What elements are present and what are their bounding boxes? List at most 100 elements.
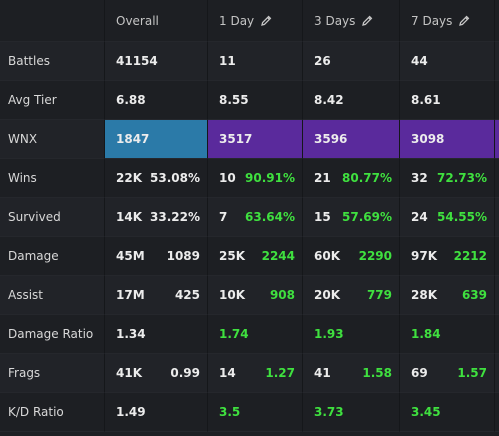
stat-value: 639 <box>461 288 487 302</box>
row-label: Avg Tier <box>8 93 57 107</box>
row-label-cell: K/D Ratio <box>0 393 105 432</box>
header-cell: 3 Days <box>303 0 400 42</box>
stat-cell: 7 63.64% <box>208 198 303 237</box>
row-label-cell: WNX <box>0 120 105 159</box>
stat-value: 21 <box>314 171 331 185</box>
stat-value: 41K <box>116 366 142 380</box>
stat-cell: 10 90.91% <box>208 159 303 198</box>
edit-icon[interactable] <box>452 14 470 28</box>
stat-value: 1.93 <box>314 327 344 341</box>
stat-value: 0.99 <box>170 366 200 380</box>
stat-cell: 17M 425 <box>105 276 208 315</box>
column-header: Overall <box>116 13 159 28</box>
edit-icon[interactable] <box>355 14 373 28</box>
stat-cell <box>495 393 499 432</box>
stat-value: 3.45 <box>411 405 441 419</box>
stat-cell: 3.73 <box>303 393 400 432</box>
stat-cell: 3517 <box>208 120 303 159</box>
header-cell <box>495 0 499 42</box>
stat-value: 2212 <box>453 249 487 263</box>
stat-value: 3517 <box>219 132 253 146</box>
stat-value: 24 <box>411 210 428 224</box>
stat-cell: 97K 2212 <box>400 237 495 276</box>
stat-cell: 28K 639 <box>400 276 495 315</box>
stat-value: 41154 <box>116 54 158 68</box>
stat-cell: 11 <box>208 42 303 81</box>
stat-value: 2244 <box>261 249 295 263</box>
stat-cell: 3.5 <box>208 393 303 432</box>
stat-value: 69 <box>411 366 428 380</box>
row-label: WNX <box>8 132 38 146</box>
row-label-cell: Battles <box>0 42 105 81</box>
stat-cell: 25K 2244 <box>208 237 303 276</box>
stat-value: 90.91% <box>245 171 295 185</box>
stat-value: 908 <box>269 288 295 302</box>
row-label-cell: Wins <box>0 159 105 198</box>
stat-cell <box>495 315 499 354</box>
stat-value: 33.22% <box>150 210 200 224</box>
row-label: K/D Ratio <box>8 405 64 419</box>
column-header: 7 Days <box>411 14 470 28</box>
stat-value: 1.84 <box>411 327 441 341</box>
stat-value: 80.77% <box>342 171 392 185</box>
stat-cell <box>495 159 499 198</box>
stat-value: 1.74 <box>219 327 249 341</box>
stat-value: 32 <box>411 171 428 185</box>
stat-value: 1.34 <box>116 327 146 341</box>
row-label-cell: Survived <box>0 198 105 237</box>
stat-cell: 3098 <box>400 120 495 159</box>
stat-value: 17M <box>116 288 145 302</box>
stat-value: 63.64% <box>245 210 295 224</box>
stat-value: 44 <box>411 54 428 68</box>
stat-value: 7 <box>219 210 228 224</box>
stat-value: 10 <box>219 171 236 185</box>
edit-icon[interactable] <box>254 14 272 28</box>
stat-cell: 22K 53.08% <box>105 159 208 198</box>
stat-value: 8.55 <box>219 93 249 107</box>
stat-cell: 3.45 <box>400 393 495 432</box>
stat-value: 26 <box>314 54 331 68</box>
stat-value: 3.73 <box>314 405 344 419</box>
stat-value: 3596 <box>314 132 348 146</box>
stat-value: 1.27 <box>265 366 295 380</box>
stat-value: 45M <box>116 249 145 263</box>
stat-cell: 6.88 <box>105 81 208 120</box>
stat-cell: 21 80.77% <box>303 159 400 198</box>
stat-cell: 26 <box>303 42 400 81</box>
stat-cell: 1.49 <box>105 393 208 432</box>
stat-cell: 45M 1089 <box>105 237 208 276</box>
stat-cell: 1.93 <box>303 315 400 354</box>
row-label-cell: Assist <box>0 276 105 315</box>
stat-value: 54.55% <box>437 210 487 224</box>
column-header: 3 Days <box>314 14 373 28</box>
stat-value: 11 <box>219 54 236 68</box>
header-cell: 1 Day <box>208 0 303 42</box>
row-label: Damage Ratio <box>8 327 94 341</box>
stat-cell <box>495 120 499 159</box>
row-label-cell: Avg Tier <box>0 81 105 120</box>
stat-value: 3.5 <box>219 405 241 419</box>
header-cell: 7 Days <box>400 0 495 42</box>
stat-cell: 1.84 <box>400 315 495 354</box>
stat-cell <box>495 276 499 315</box>
stat-value: 14K <box>116 210 142 224</box>
row-label: Assist <box>8 288 44 302</box>
row-label-cell: Frags <box>0 354 105 393</box>
column-header: 1 Day <box>219 14 272 28</box>
stat-cell: 1.74 <box>208 315 303 354</box>
stat-cell: 41154 <box>105 42 208 81</box>
stat-cell <box>495 198 499 237</box>
header-cell <box>0 0 105 42</box>
stat-cell <box>495 42 499 81</box>
row-label: Battles <box>8 54 50 68</box>
stat-cell <box>495 354 499 393</box>
row-label: Wins <box>8 171 37 185</box>
stat-cell: 20K 779 <box>303 276 400 315</box>
stat-value: 10K <box>219 288 245 302</box>
stat-value: 779 <box>366 288 392 302</box>
stat-value: 41 <box>314 366 331 380</box>
stat-cell: 15 57.69% <box>303 198 400 237</box>
stat-value: 20K <box>314 288 340 302</box>
stat-value: 22K <box>116 171 142 185</box>
